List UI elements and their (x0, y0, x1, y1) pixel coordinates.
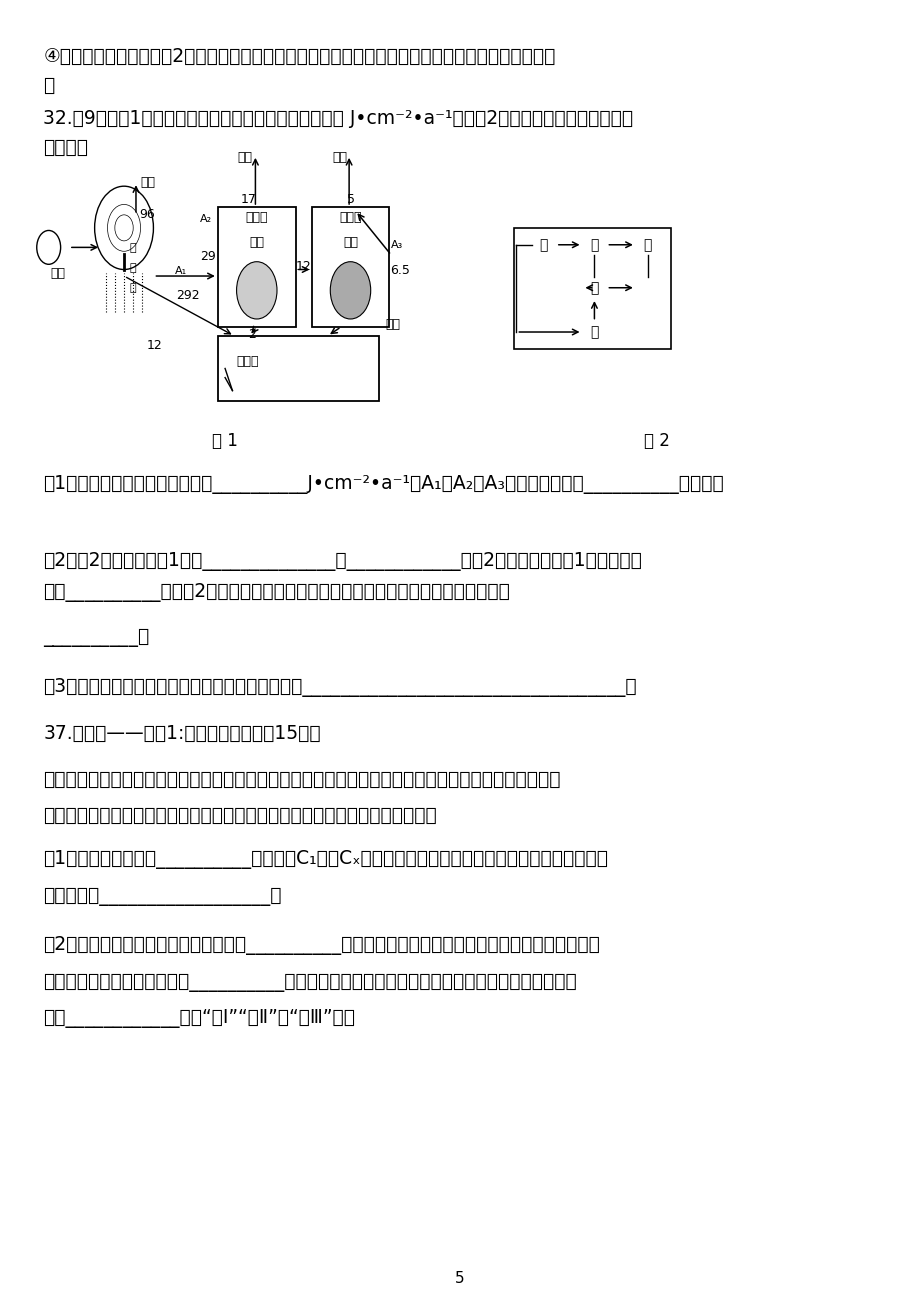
Text: 生: 生 (130, 243, 136, 254)
Text: 现，秸秆还田的过程中施加外源纤维素酶能起到较好的效果。请回答下列问题：: 现，秸秆还田的过程中施加外源纤维素酶能起到较好的效果。请回答下列问题： (43, 806, 437, 825)
Text: 6.5: 6.5 (390, 264, 410, 277)
Text: （2）自然界中纤维素分解菌大多分布在__________的环境中。从该环境取回的土样中含有多种微生物，: （2）自然界中纤维素分解菌大多分布在__________的环境中。从该环境取回的… (43, 936, 599, 956)
Text: （1）纤维素酶是一种__________酶，包括C₁酶、Cₓ酶和葡萄糖苷酶三种，其中能够将纤维二糖分解为: （1）纤维素酶是一种__________酶，包括C₁酶、Cₓ酶和葡萄糖苷酶三种，… (43, 850, 607, 870)
Text: 32.（9分）图1为某生态系统中的能量流动示意图（单位 J•cm⁻²•a⁻¹），图2为该系统中的食物网。请分: 32.（9分）图1为某生态系统中的能量流动示意图（单位 J•cm⁻²•a⁻¹），… (43, 109, 632, 129)
Text: A₃: A₃ (390, 240, 403, 250)
Text: 96: 96 (140, 208, 155, 221)
Text: 呼吸: 呼吸 (237, 151, 252, 164)
Text: 呼吸: 呼吸 (141, 176, 155, 189)
Circle shape (236, 262, 277, 319)
Text: ④若以上假设成立，则图2中的黄毛弯曲尾品系和灰毛弯曲尾品系杂交，后代弯曲尾与正常尾的比例为: ④若以上假设成立，则图2中的黄毛弯曲尾品系和灰毛弯曲尾品系杂交，后代弯曲尾与正常… (43, 47, 555, 66)
Text: 呼吸: 呼吸 (333, 151, 347, 164)
Text: 。: 。 (43, 76, 54, 95)
Text: 庚: 庚 (590, 238, 598, 251)
Text: 费者: 费者 (249, 236, 264, 249)
Text: 5: 5 (454, 1271, 464, 1286)
Text: 12: 12 (147, 339, 163, 352)
Text: __________。: __________。 (43, 628, 149, 647)
Text: 5: 5 (346, 193, 355, 206)
Text: 戊: 戊 (539, 238, 548, 251)
Text: A₁: A₁ (175, 266, 187, 276)
Text: 次级消: 次级消 (339, 211, 361, 224)
Text: A₂: A₂ (200, 214, 212, 224)
Text: 292: 292 (176, 289, 199, 302)
Text: 己: 己 (590, 326, 598, 339)
Text: 初级消: 初级消 (245, 211, 267, 224)
Text: 12: 12 (295, 260, 311, 273)
Text: （1）流入该生态系统的总能量为__________J•cm⁻²•a⁻¹。A₁、A₂、A₃代表各营养级中__________的能量。: （1）流入该生态系统的总能量为__________J•cm⁻²•a⁻¹。A₁、A… (43, 475, 723, 495)
Text: 者: 者 (130, 283, 136, 293)
Text: 分是__________。若图2中的己大量减少，则从能量流动角度分析，理论上甲的数量会: 分是__________。若图2中的己大量减少，则从能量流动角度分析，理论上甲的… (43, 583, 509, 603)
Text: 图 1: 图 1 (212, 432, 238, 450)
Text: 29: 29 (200, 250, 216, 263)
Text: 37.『生物——选修1:生物技术实践』（15分）: 37.『生物——选修1:生物技术实践』（15分） (43, 724, 321, 743)
Text: 日光: 日光 (51, 267, 65, 280)
Text: 2: 2 (247, 328, 255, 341)
Text: 该兴趣小组可在培养基中加入__________来帮助筛选纤维素分解菌。若下图为培养结果，应选择的菌: 该兴趣小组可在培养基中加入__________来帮助筛选纤维素分解菌。若下图为培… (43, 973, 576, 992)
Text: 甲: 甲 (590, 281, 598, 294)
Text: 图 2: 图 2 (643, 432, 669, 450)
Text: （3）通常，生态系统内的食物链不会很长，原因是__________________________________。: （3）通常，生态系统内的食物链不会很长，原因是_________________… (43, 678, 636, 698)
Text: 17: 17 (241, 193, 256, 206)
Text: 秸秆还田技术既是减少秸秆焚烧的重要措施，也是农业可持续发展的战略抉择。某校生物兴趣小组研究发: 秸秆还田技术既是减少秸秆焚烧的重要措施，也是农业可持续发展的战略抉择。某校生物兴… (43, 769, 560, 789)
Text: 葡萄糖的是__________________。: 葡萄糖的是__________________。 (43, 887, 281, 906)
Bar (312, 207, 388, 327)
Text: 呼吸: 呼吸 (385, 318, 401, 331)
Text: 析回答：: 析回答： (43, 138, 88, 158)
Text: （2）图2中的甲属于图1中的______________和____________，图2中不可能存在图1中的生物成: （2）图2中的甲属于图1中的______________和___________… (43, 552, 641, 572)
Text: 株为____________（填“菌Ⅰ”“菌Ⅱ”或“菌Ⅲ”）。: 株为____________（填“菌Ⅰ”“菌Ⅱ”或“菌Ⅲ”）。 (43, 1009, 355, 1029)
Text: 产: 产 (130, 263, 136, 273)
Text: 费者: 费者 (343, 236, 357, 249)
Bar (218, 207, 296, 327)
Text: 分解者: 分解者 (236, 355, 258, 368)
Bar (514, 228, 670, 349)
Bar (218, 336, 378, 401)
Text: 丁: 丁 (642, 238, 652, 251)
Circle shape (330, 262, 370, 319)
